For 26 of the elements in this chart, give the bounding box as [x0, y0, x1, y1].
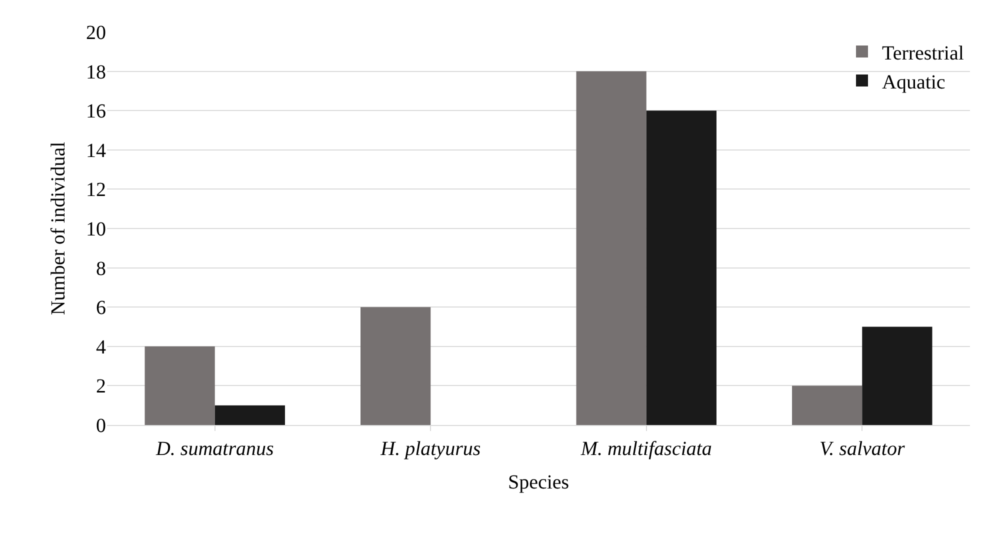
legend-label: Aquatic [882, 71, 946, 94]
bar [576, 71, 646, 425]
bar [792, 386, 862, 425]
bar [144, 346, 215, 425]
y-tick-label: 20 [86, 22, 106, 44]
x-tick-label: M. multifasciata [580, 438, 712, 460]
y-tick-label: 6 [96, 297, 106, 320]
bar [646, 110, 716, 425]
bar [862, 326, 932, 425]
y-tick-label: 16 [86, 100, 106, 123]
y-axis-title: Number of individual [48, 141, 70, 316]
x-axis-title: Species [508, 472, 570, 494]
x-tick-label: V. salvator [820, 438, 905, 460]
y-tick-label: 4 [96, 336, 106, 358]
x-tick-label: D. sumatranus [154, 438, 274, 460]
y-tick-label: 12 [86, 179, 106, 202]
y-tick-label: 0 [96, 415, 106, 437]
y-tick-label: 18 [86, 61, 106, 84]
y-tick-label: 10 [86, 218, 106, 240]
y-tick-label: 2 [96, 376, 106, 398]
y-tick-label: 14 [86, 140, 106, 162]
x-tick-label: H. platyurus [380, 438, 481, 460]
bar [360, 307, 431, 425]
bar [214, 405, 285, 425]
y-tick-label: 8 [96, 258, 106, 280]
legend-label: Terrestrial [882, 42, 964, 64]
